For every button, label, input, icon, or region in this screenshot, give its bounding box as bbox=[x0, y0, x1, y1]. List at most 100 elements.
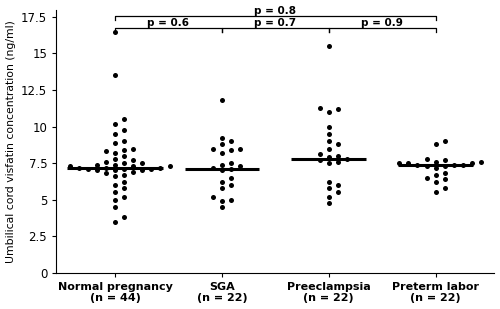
Point bbox=[148, 167, 156, 171]
Point bbox=[218, 180, 226, 185]
Y-axis label: Umbilical cord visfatin concentration (ng/ml): Umbilical cord visfatin concentration (n… bbox=[6, 20, 16, 263]
Point bbox=[334, 159, 342, 164]
Point bbox=[334, 190, 342, 195]
Point bbox=[432, 165, 440, 170]
Point bbox=[325, 194, 333, 199]
Point bbox=[227, 197, 235, 202]
Point bbox=[422, 156, 430, 161]
Point bbox=[236, 146, 244, 151]
Point bbox=[227, 147, 235, 152]
Point bbox=[111, 197, 119, 202]
Text: p = 0.8: p = 0.8 bbox=[254, 6, 296, 16]
Point bbox=[120, 172, 128, 177]
Point bbox=[129, 158, 137, 163]
Point bbox=[432, 142, 440, 146]
Point bbox=[404, 161, 412, 166]
Point bbox=[111, 121, 119, 126]
Point bbox=[120, 153, 128, 158]
Point bbox=[432, 190, 440, 195]
Point bbox=[477, 159, 485, 164]
Point bbox=[218, 168, 226, 173]
Point bbox=[209, 165, 217, 170]
Point bbox=[325, 155, 333, 160]
Point bbox=[120, 127, 128, 132]
Point bbox=[111, 150, 119, 155]
Point bbox=[120, 139, 128, 144]
Point bbox=[218, 199, 226, 204]
Point bbox=[325, 109, 333, 114]
Point bbox=[316, 158, 324, 163]
Point bbox=[343, 156, 351, 161]
Point bbox=[218, 185, 226, 190]
Point bbox=[120, 161, 128, 166]
Point bbox=[432, 172, 440, 177]
Point bbox=[120, 185, 128, 190]
Point bbox=[93, 162, 101, 167]
Point bbox=[440, 185, 448, 190]
Point bbox=[316, 152, 324, 157]
Point bbox=[111, 183, 119, 188]
Text: p = 0.7: p = 0.7 bbox=[254, 18, 296, 28]
Point bbox=[334, 183, 342, 188]
Point bbox=[440, 171, 448, 176]
Point bbox=[111, 131, 119, 136]
Point bbox=[111, 156, 119, 161]
Point bbox=[468, 161, 476, 166]
Point bbox=[120, 180, 128, 185]
Point bbox=[111, 168, 119, 173]
Point bbox=[120, 215, 128, 220]
Point bbox=[325, 200, 333, 205]
Point bbox=[227, 167, 235, 171]
Point bbox=[102, 149, 110, 154]
Point bbox=[111, 73, 119, 78]
Point bbox=[120, 194, 128, 199]
Point bbox=[111, 29, 119, 34]
Point bbox=[102, 165, 110, 170]
Point bbox=[218, 150, 226, 155]
Point bbox=[334, 153, 342, 158]
Point bbox=[325, 146, 333, 151]
Point bbox=[414, 162, 422, 167]
Point bbox=[74, 165, 82, 170]
Point bbox=[218, 142, 226, 146]
Point bbox=[120, 117, 128, 122]
Point bbox=[129, 146, 137, 151]
Point bbox=[334, 142, 342, 146]
Point bbox=[316, 105, 324, 110]
Point bbox=[102, 171, 110, 176]
Point bbox=[138, 161, 146, 166]
Point bbox=[218, 205, 226, 210]
Point bbox=[450, 162, 458, 167]
Point bbox=[111, 219, 119, 224]
Point bbox=[84, 167, 92, 171]
Point bbox=[459, 162, 467, 167]
Point bbox=[129, 163, 137, 168]
Point bbox=[218, 162, 226, 167]
Point bbox=[66, 163, 74, 168]
Point bbox=[111, 190, 119, 195]
Point bbox=[396, 161, 404, 166]
Point bbox=[129, 169, 137, 174]
Point bbox=[111, 140, 119, 145]
Point bbox=[120, 147, 128, 152]
Point bbox=[120, 167, 128, 171]
Point bbox=[325, 161, 333, 166]
Point bbox=[325, 131, 333, 136]
Point bbox=[209, 194, 217, 199]
Point bbox=[325, 180, 333, 185]
Point bbox=[440, 158, 448, 163]
Point bbox=[440, 177, 448, 182]
Point bbox=[325, 139, 333, 144]
Text: p = 0.9: p = 0.9 bbox=[362, 18, 403, 28]
Point bbox=[325, 44, 333, 49]
Text: p = 0.6: p = 0.6 bbox=[148, 18, 190, 28]
Point bbox=[166, 163, 173, 168]
Point bbox=[209, 146, 217, 151]
Point bbox=[227, 161, 235, 166]
Point bbox=[422, 175, 430, 180]
Point bbox=[93, 168, 101, 173]
Point bbox=[325, 124, 333, 129]
Point bbox=[236, 163, 244, 168]
Point bbox=[227, 175, 235, 180]
Point bbox=[227, 183, 235, 188]
